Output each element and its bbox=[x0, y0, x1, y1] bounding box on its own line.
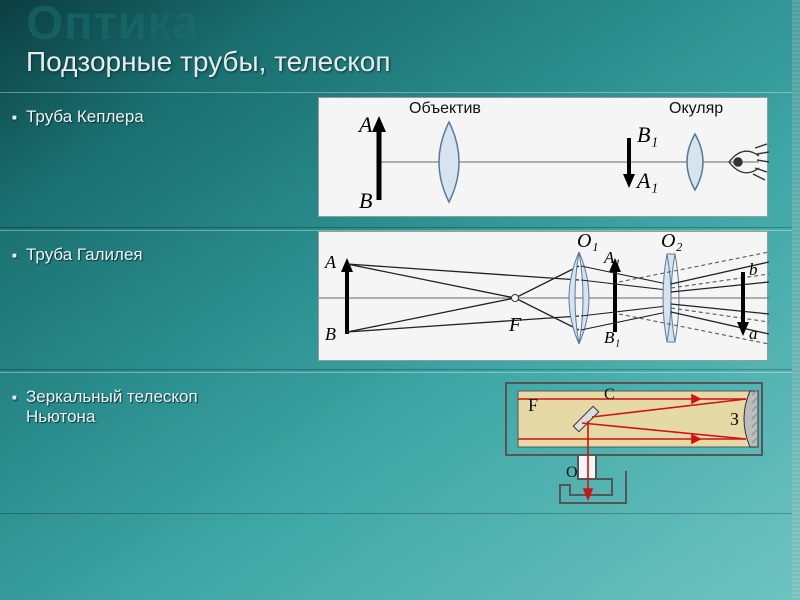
label-galileo: Труба Галилея bbox=[26, 245, 226, 265]
gal-B1: B₁ bbox=[604, 328, 620, 348]
kepler-B1: B₁ bbox=[637, 122, 658, 148]
kepler-A: A bbox=[359, 112, 372, 138]
newton-Z: З bbox=[730, 409, 739, 429]
gal-b: b bbox=[749, 260, 758, 280]
newton-C: C bbox=[604, 386, 615, 403]
gal-a: a bbox=[749, 324, 758, 344]
subtitle: Подзорные трубы, телескоп bbox=[26, 46, 391, 78]
gal-O2: O₂ bbox=[661, 230, 682, 253]
newton-F: F bbox=[528, 395, 538, 415]
page-title: Оптика bbox=[26, 0, 199, 51]
newton-O: O bbox=[566, 464, 578, 481]
galileo-svg bbox=[319, 232, 769, 362]
gal-B: B bbox=[325, 324, 336, 345]
diagram-galileo: A B F A₁ B₁ O₁ O₂ a b bbox=[318, 231, 768, 361]
row-newton: Зеркальный телескоп Ньютона bbox=[0, 372, 792, 514]
row-galileo: Труба Галилея A B F A₁ B₁ O₁ O₂ a b bbox=[0, 230, 792, 370]
diagram-kepler: Объектив Окуляр A B B₁ A₁ bbox=[318, 97, 768, 217]
label-newton: Зеркальный телескоп Ньютона bbox=[26, 387, 226, 427]
diagram-newton: F C З O bbox=[500, 377, 770, 507]
eyepiece-label: Окуляр bbox=[669, 100, 723, 118]
kepler-A1: A₁ bbox=[637, 168, 658, 194]
newton-svg: F C З O bbox=[500, 377, 770, 507]
row-kepler: Труба Кеплера Объектив Окуляр A B B₁ A₁ bbox=[0, 92, 792, 228]
gal-F: F bbox=[509, 314, 521, 337]
objective-label: Объектив bbox=[409, 100, 481, 118]
gal-A: A bbox=[325, 252, 336, 273]
right-groove bbox=[792, 0, 800, 600]
gal-O1: O₁ bbox=[577, 230, 598, 253]
label-kepler: Труба Кеплера bbox=[26, 107, 226, 127]
kepler-B: B bbox=[359, 188, 372, 214]
gal-A1: A₁ bbox=[604, 248, 620, 268]
